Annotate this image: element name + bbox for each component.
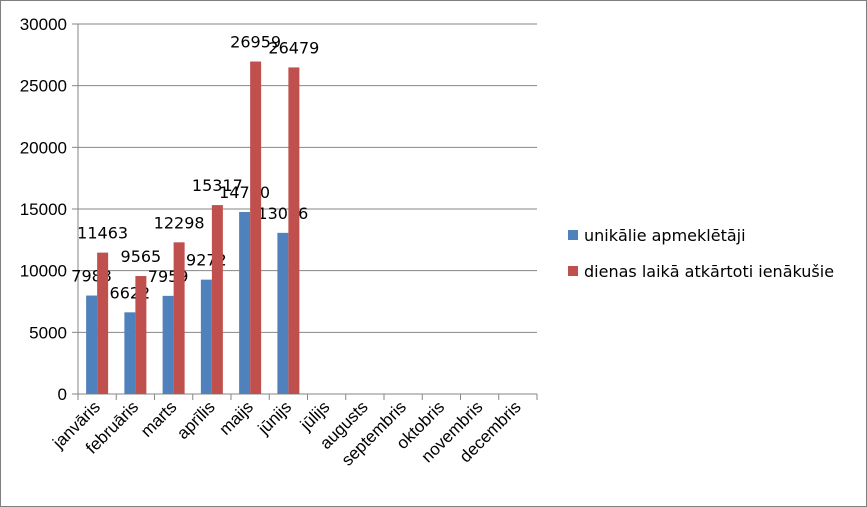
data-label-s1-jūnijs: 26479 xyxy=(268,38,319,57)
x-tick-label-aprīlis: aprīlis xyxy=(173,397,219,443)
legend-swatch-0 xyxy=(568,230,578,240)
bar-s1-maijs xyxy=(250,61,262,394)
bar-s0-aprīlis xyxy=(200,279,212,394)
bar-s0-jūnijs xyxy=(277,232,289,394)
data-label-s1-janvāris: 11463 xyxy=(77,224,128,243)
x-tick-label-maijs: maijs xyxy=(215,397,256,438)
bar-s1-aprīlis xyxy=(211,205,223,394)
data-label-s1-marts: 12298 xyxy=(154,213,205,232)
data-label-s1-maijs: 26959 xyxy=(230,33,281,52)
x-tick-label-jūnijs: jūnijs xyxy=(254,397,296,439)
legend-label-1: dienas laikā atkārtoti ienākušie xyxy=(584,262,834,281)
bar-s1-janvāris xyxy=(97,252,109,394)
data-label-s1-februāris: 9565 xyxy=(121,247,162,266)
y-tick-label-5000: 5000 xyxy=(29,323,67,342)
bar-s1-jūnijs xyxy=(288,67,300,395)
bar-s0-maijs xyxy=(239,211,251,394)
y-tick-label-0: 0 xyxy=(58,385,67,404)
bar-s0-janvāris xyxy=(86,295,98,394)
data-label-s0-jūnijs: 13066 xyxy=(257,204,308,223)
legend-swatch-1 xyxy=(568,266,578,276)
bar-s0-marts xyxy=(162,295,174,394)
bar-s1-februāris xyxy=(135,276,147,394)
bar-s0-februāris xyxy=(124,312,136,394)
y-tick-label-15000: 15000 xyxy=(20,200,67,219)
data-label-s1-aprīlis: 15317 xyxy=(192,176,243,195)
y-tick-label-10000: 10000 xyxy=(20,262,67,281)
legend-label-0: unikālie apmeklētāji xyxy=(584,226,746,245)
bar-s1-marts xyxy=(173,242,185,394)
x-tick-label-marts: marts xyxy=(137,397,180,440)
y-tick-label-25000: 25000 xyxy=(20,77,67,96)
y-tick-label-30000: 30000 xyxy=(20,15,67,34)
y-tick-label-20000: 20000 xyxy=(20,138,67,157)
